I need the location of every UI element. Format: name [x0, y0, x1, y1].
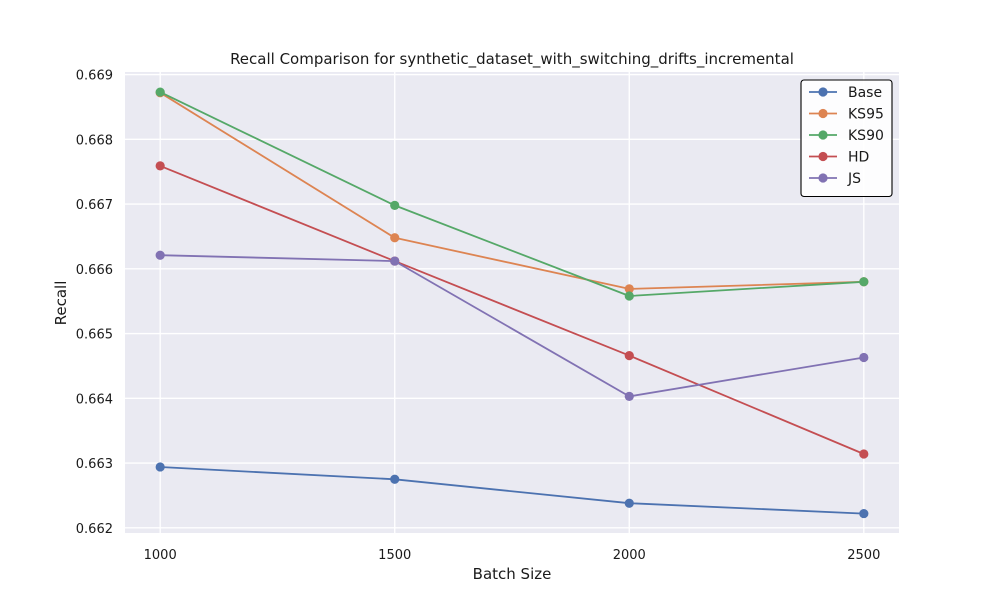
grid-lines: [125, 72, 899, 533]
legend-marker: [818, 108, 828, 119]
y-tick-label: 0.664: [76, 392, 113, 407]
legend-label: JS: [847, 171, 861, 187]
data-point: [390, 256, 400, 266]
series-js: [155, 250, 869, 401]
data-point: [624, 391, 634, 401]
series-line: [160, 466, 864, 515]
data-point: [624, 498, 634, 508]
data-point: [624, 291, 634, 301]
data-point: [155, 462, 165, 472]
y-tick-label: 0.663: [76, 457, 113, 472]
legend-item: KS95: [809, 107, 884, 123]
plot-area: [125, 72, 899, 533]
series-line: [160, 254, 864, 398]
data-point: [390, 474, 400, 484]
legend-item: Base: [809, 85, 882, 101]
legend-marker: [818, 173, 828, 183]
x-tick-label: 1000: [144, 548, 177, 563]
series-base: [155, 462, 869, 519]
y-axis-label: Recall: [52, 281, 70, 326]
data-point: [624, 284, 634, 294]
x-tick-label: 2000: [613, 548, 646, 563]
chart-title: Recall Comparison for synthetic_dataset_…: [230, 50, 794, 69]
series-line: [159, 91, 864, 297]
legend-label: KS90: [848, 128, 884, 144]
series-line: [159, 91, 864, 290]
legend: Base KS95 KS90 HD JS: [800, 79, 893, 198]
series-line: [159, 165, 865, 455]
series-ks90: [155, 87, 869, 301]
legend-label: HD: [848, 150, 869, 166]
y-tick-label: 0.669: [76, 69, 113, 84]
data-point: [859, 449, 869, 459]
legend-marker: [818, 151, 828, 162]
data-point: [859, 508, 869, 519]
data-point: [859, 277, 869, 287]
y-axis-ticks: 0.662 0.663 0.664 0.665 0.666 0.667 0.668 0.669: [76, 69, 113, 537]
legend-label: KS95: [848, 107, 884, 123]
y-tick-label: 0.668: [76, 133, 113, 148]
y-tick-label: 0.665: [76, 328, 113, 343]
y-tick-label: 0.667: [76, 198, 113, 213]
data-point: [859, 352, 869, 363]
data-point: [155, 87, 165, 97]
legend-item: JS: [809, 171, 861, 187]
x-tick-label: 2500: [847, 548, 880, 563]
data-point: [390, 233, 400, 243]
legend-item: KS90: [809, 128, 884, 144]
data-point: [390, 200, 400, 210]
legend-item: HD: [809, 150, 869, 166]
data-point: [155, 161, 165, 171]
y-tick-label: 0.662: [76, 522, 113, 537]
y-tick-label: 0.666: [76, 263, 113, 278]
data-point: [155, 250, 165, 260]
legend-marker: [818, 87, 828, 97]
data-point: [624, 350, 634, 361]
legend-label: Base: [848, 85, 882, 101]
x-tick-label: 1500: [378, 548, 411, 563]
x-axis-label: Batch Size: [473, 565, 552, 583]
legend-marker: [818, 130, 828, 140]
series-layer: [155, 87, 869, 519]
x-axis-ticks: 1000 1500 2000 2500: [144, 548, 881, 563]
